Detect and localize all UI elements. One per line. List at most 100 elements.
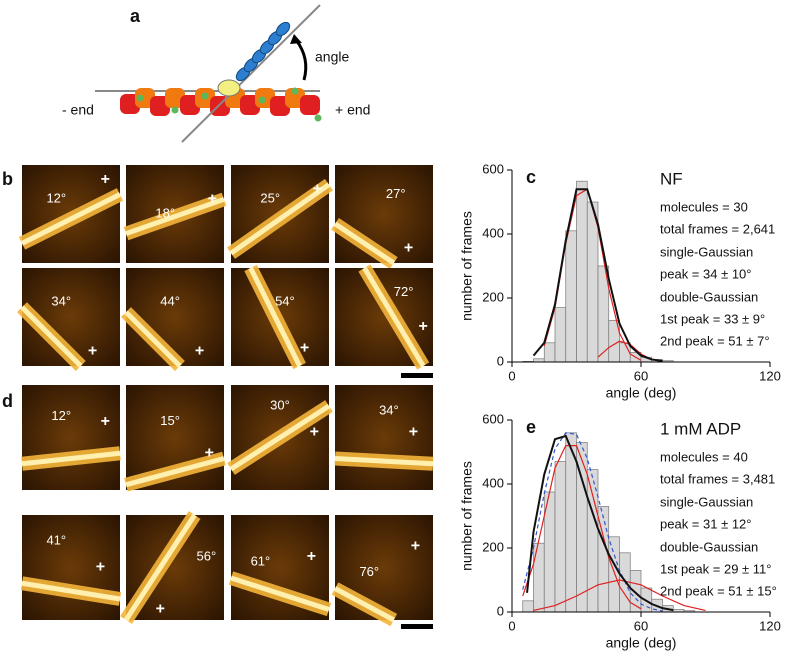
annotation: single-Gaussian xyxy=(660,244,753,259)
y-tick-label: 200 xyxy=(482,289,504,304)
annotation: single-Gaussian xyxy=(660,494,753,509)
filament-core xyxy=(248,266,302,368)
micrograph: 30° + xyxy=(227,385,333,490)
filament-core xyxy=(21,580,121,602)
end-marker: + xyxy=(310,423,319,440)
x-axis-label: angle (deg) xyxy=(606,635,677,651)
y-tick-label: 400 xyxy=(482,475,504,490)
bar xyxy=(608,536,620,613)
x-tick-label: 60 xyxy=(634,618,648,633)
end-marker: + xyxy=(411,538,420,555)
image-background xyxy=(22,385,120,490)
fit-curve xyxy=(522,432,663,612)
minus-end-label: - end xyxy=(62,102,94,118)
annotation: total frames = 3,481 xyxy=(660,471,775,486)
micrograph: 18° + xyxy=(123,165,227,263)
filament-core xyxy=(333,221,396,266)
filament-core xyxy=(20,305,83,368)
bar xyxy=(522,600,534,613)
micrograph: 56° + xyxy=(120,511,224,624)
panel-label: e xyxy=(526,417,536,437)
annotation: 2nd peak = 51 ± 7° xyxy=(660,333,770,348)
micrograph: 15° + xyxy=(124,385,226,492)
panel-label: d xyxy=(2,391,13,411)
micrograph: 12° + xyxy=(21,385,121,490)
filament-core xyxy=(21,450,121,467)
end-marker: + xyxy=(313,181,322,198)
bar xyxy=(554,461,567,613)
annotation: double-Gaussian xyxy=(660,539,758,554)
fit-curve xyxy=(597,340,653,360)
angle-label: 12° xyxy=(51,408,71,423)
plus-end-label: + end xyxy=(335,102,370,118)
x-tick-label: 120 xyxy=(759,368,781,383)
filament-core xyxy=(333,586,395,623)
panel-label: c xyxy=(526,167,536,187)
x-tick-label: 60 xyxy=(634,368,648,383)
micrograph: 12° + xyxy=(18,165,124,263)
bar xyxy=(586,201,599,363)
end-marker: + xyxy=(307,548,316,565)
micrograph: 27° + xyxy=(331,165,433,269)
panel-label: b xyxy=(2,169,13,189)
y-tick-label: 0 xyxy=(497,353,504,368)
end-marker: + xyxy=(96,559,105,576)
scale-bar xyxy=(401,624,433,629)
angle-label: 30° xyxy=(270,397,290,412)
panel-label: a xyxy=(130,6,141,26)
annotation: NF xyxy=(660,169,683,188)
filament-core xyxy=(230,575,330,612)
bar xyxy=(533,542,545,613)
fit-curve xyxy=(532,188,663,363)
filament-core xyxy=(125,456,225,488)
x-tick-label: 120 xyxy=(759,618,781,633)
lever-arm xyxy=(235,21,291,82)
annotation: peak = 31 ± 12° xyxy=(660,516,751,531)
filament-core xyxy=(334,456,434,467)
end-marker: + xyxy=(88,343,97,360)
micrograph: 34° + xyxy=(334,385,434,490)
micrograph: 61° + xyxy=(228,515,332,620)
angle-label: 61° xyxy=(251,554,271,569)
x-tick-label: 0 xyxy=(508,368,515,383)
image-background xyxy=(335,165,433,263)
micrograph: 41° + xyxy=(20,515,122,620)
end-marker: + xyxy=(208,191,217,208)
image-background xyxy=(335,385,433,490)
fit-curve xyxy=(522,445,642,610)
y-tick-label: 600 xyxy=(482,161,504,176)
angle-label: angle xyxy=(315,49,349,65)
image-background xyxy=(22,515,120,620)
y-axis-label: number of frames xyxy=(459,461,475,571)
filament-core xyxy=(20,192,122,246)
arrow-head xyxy=(290,34,302,44)
fit-curve xyxy=(533,579,706,611)
filament-core xyxy=(125,196,225,236)
micrograph: 34° + xyxy=(17,268,120,371)
y-tick-label: 600 xyxy=(482,411,504,426)
bar xyxy=(565,230,577,363)
end-marker: + xyxy=(404,240,413,257)
micrograph: 54° + xyxy=(231,264,329,370)
x-axis-label: angle (deg) xyxy=(606,385,677,401)
angle-label: 56° xyxy=(197,548,217,563)
angle-label: 18° xyxy=(155,205,175,220)
angle-label: 12° xyxy=(46,191,66,206)
bar xyxy=(576,180,588,363)
end-marker: + xyxy=(409,423,418,440)
bar xyxy=(554,307,567,363)
angle-label: 27° xyxy=(386,186,406,201)
angle-label: 54° xyxy=(275,294,295,309)
angle-label: 34° xyxy=(379,403,399,418)
end-marker: + xyxy=(205,444,214,461)
end-marker: + xyxy=(101,171,110,188)
angle-label: 72° xyxy=(394,284,414,299)
end-marker: + xyxy=(419,318,428,335)
angle-label: 76° xyxy=(359,564,379,579)
fit-curve xyxy=(526,434,674,612)
scale-bar xyxy=(401,373,433,378)
end-marker: + xyxy=(156,601,165,618)
annotation: 1st peak = 29 ± 11° xyxy=(660,561,771,576)
annotation: molecules = 40 xyxy=(660,449,748,464)
